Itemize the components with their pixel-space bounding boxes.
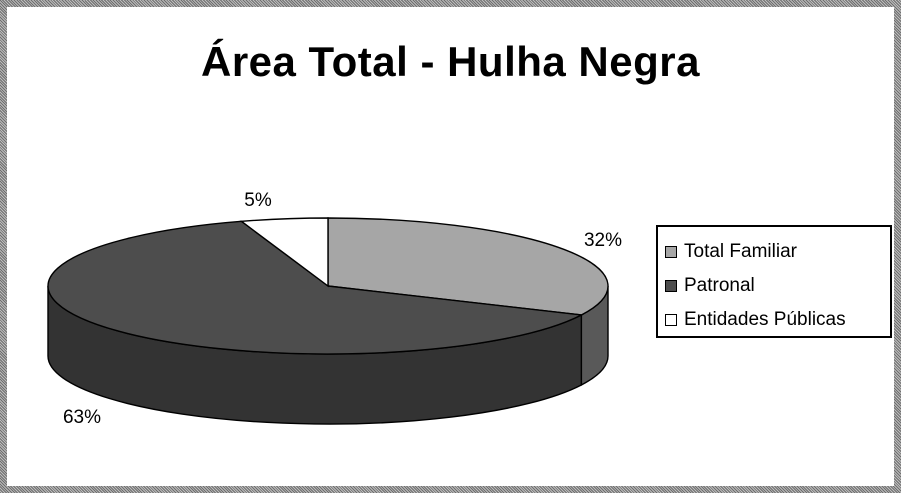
legend-swatch-total-familiar [665, 246, 677, 258]
legend-label: Entidades Públicas [684, 309, 846, 330]
legend-item: Patronal [658, 269, 890, 303]
chart-title: Área Total - Hulha Negra [201, 38, 700, 85]
legend-swatch-entidades-publicas [665, 314, 677, 326]
pie-slices [47, 217, 609, 355]
legend: Total Familiar Patronal Entidades Públic… [656, 225, 892, 338]
legend-swatch-patronal [665, 280, 677, 292]
pie-labels: 32% 63% 5% [63, 190, 622, 428]
pie-slice-entidades-publicas [239, 217, 329, 288]
pie-slice-total-familiar [327, 217, 609, 316]
pie-slice-patronal [47, 220, 584, 355]
data-label-entidades-publicas: 5% [244, 190, 272, 211]
legend-label: Total Familiar [684, 241, 797, 262]
data-label-total-familiar: 32% [584, 230, 622, 251]
data-label-patronal: 63% [63, 407, 101, 428]
legend-label: Patronal [684, 275, 755, 296]
legend-item: Total Familiar [658, 235, 890, 269]
legend-item: Entidades Públicas [658, 303, 890, 337]
